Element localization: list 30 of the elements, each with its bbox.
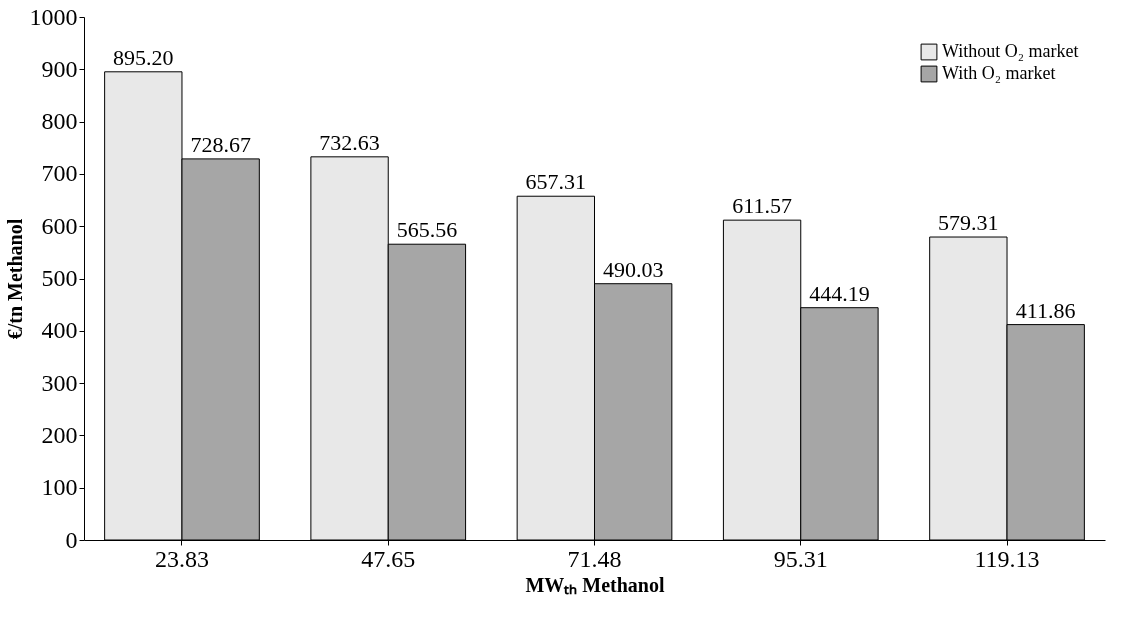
y-tick-label: 800	[41, 108, 78, 135]
y-tick-label: 0	[65, 526, 78, 553]
y-tick-label: 700	[41, 160, 78, 187]
data-label: 490.03	[602, 256, 664, 282]
data-label: 579.31	[938, 210, 999, 236]
data-label: 732.63	[319, 129, 380, 155]
x-tick-label: 119.13	[974, 545, 1040, 572]
data-label: 657.31	[525, 169, 587, 195]
y-axis-title: €/tn Methanol	[3, 218, 26, 340]
x-tick-label: 47.65	[361, 545, 416, 572]
x-tick-label: 95.31	[773, 545, 828, 572]
data-label: 565.56	[396, 217, 458, 243]
y-tick-label: 500	[41, 265, 78, 291]
y-tick-label: 200	[41, 421, 78, 448]
data-label: 411.86	[1015, 297, 1076, 323]
x-tick-label: 71.48	[567, 545, 622, 572]
data-label: 895.20	[113, 44, 174, 70]
legend-label: Without O₂ market	[942, 41, 1079, 61]
y-tick-label: 400	[41, 317, 78, 344]
legend-label: With O₂ market	[942, 63, 1056, 83]
x-tick-label: 23.83	[154, 545, 209, 572]
y-tick-label: 100	[41, 474, 78, 501]
data-label: 728.67	[190, 131, 251, 157]
y-tick-label: 1000	[29, 3, 78, 30]
y-tick-label: 900	[41, 55, 78, 82]
y-tick-label: 600	[41, 212, 78, 239]
y-tick-label: 300	[41, 369, 78, 396]
x-axis-title: MWₜₕ Methanol	[525, 573, 665, 596]
data-label: 611.57	[732, 193, 792, 219]
data-label: 444.19	[809, 280, 870, 306]
